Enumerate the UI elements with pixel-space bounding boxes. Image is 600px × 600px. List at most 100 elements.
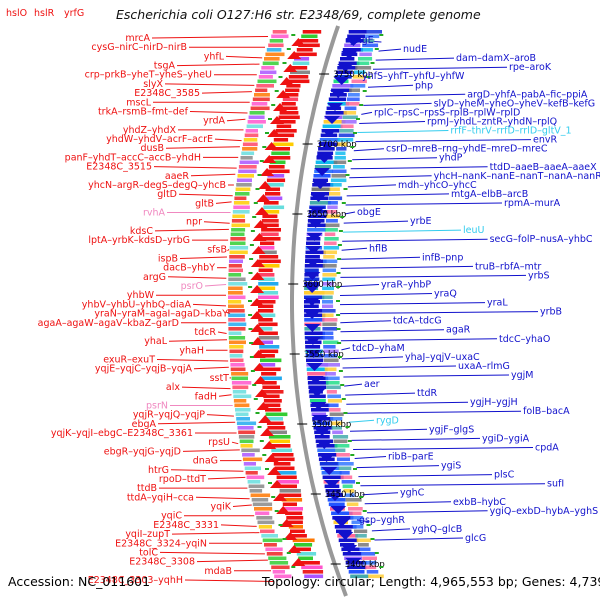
right-feature-block [347,34,366,39]
left-feature-block [265,187,280,192]
left-feature-block [258,264,280,268]
left-feature-block [229,345,244,349]
right-feature-block [322,313,334,318]
right-gene-label: slyD–yheM–yheO–yheV–kefB–kefG [434,98,595,109]
right-feature-block [348,570,365,574]
left-gene-arrow [276,90,291,98]
right-gene-label: ygiQ–exbD–hybA–yghS [490,506,599,517]
right-feature-block [339,471,350,475]
left-feature-block [236,178,252,183]
right-leader-line [348,419,375,423]
right-gene-arrow [316,441,333,449]
left-feature-block [266,48,282,52]
right-feature-block [362,43,379,48]
left-gene-label: ttdA–yqiH–cca [127,492,194,503]
left-feature-block [228,327,246,331]
right-feature-block [325,219,338,223]
right-leader-line [346,401,469,405]
right-feature-block [340,57,355,61]
right-gene-arrow [321,467,338,475]
left-gene-arrow [256,194,271,202]
left-leader-line [170,469,244,472]
right-feature-block [331,426,342,430]
right-gene-label: rpe–aroK [509,62,552,73]
right-gene-label: php [415,80,433,91]
left-feature-block [264,543,277,547]
right-gene-label: leuU [463,225,485,236]
left-leader-line [232,504,252,507]
right-feature-block [311,408,329,412]
left-feature-block [285,511,303,516]
right-feature-block [334,444,350,448]
left-feature-block [264,403,281,408]
right-leader-line [346,193,450,197]
left-gene-label: dusB [140,143,164,154]
right-gene-label: yghQ–glcB [412,524,462,535]
left-feature-block [266,421,284,426]
left-feature-block [299,39,319,43]
right-gene-label: ygjM [511,370,534,381]
left-feature-block [231,376,248,381]
left-feature-block [278,484,297,489]
left-feature-block [287,520,303,525]
left-feature-block [238,435,255,439]
left-feature-block [228,313,246,318]
minor-tick [343,188,348,190]
minor-tick [253,398,258,400]
minor-tick [249,356,254,358]
left-feature-block [258,327,273,331]
left-leader-line [164,83,255,86]
right-feature-block [329,187,340,192]
minor-tick [337,258,342,260]
right-feature-block [346,502,359,507]
left-feature-block [268,165,285,169]
right-gene-label: ttdR [417,388,437,399]
right-feature-block [313,426,333,430]
right-feature-block [323,259,338,264]
minor-tick [379,34,384,36]
left-gene-label: ebgA [132,419,157,430]
left-feature-block [268,169,290,174]
footer: Accession: NC_011601 Topology: circular;… [8,574,600,589]
left-gene-label: E2348C_3324–yqiN [115,538,207,549]
right-gene-arrow [345,38,362,46]
right-feature-block [329,412,344,417]
right-feature-block [317,151,334,156]
left-feature-block [265,408,282,412]
right-gene-label: tdcA–tdcG [393,316,442,327]
left-feature-block [229,354,243,358]
left-feature-block [259,250,277,255]
right-feature-block [305,250,326,255]
right-feature-block [326,385,341,390]
minor-tick [353,468,357,470]
right-feature-block [332,516,354,520]
minor-tick [282,538,287,540]
right-leader-line [349,175,432,179]
right-feature-block [323,340,339,345]
left-feature-block [245,129,258,133]
right-gene-label: plsC [494,470,515,481]
left-feature-block [259,345,280,349]
left-feature-block [245,471,258,475]
left-feature-block [272,453,294,457]
left-leader-line [204,284,227,287]
left-feature-block [229,349,244,354]
right-gene-arrow [305,350,322,358]
left-gene-label: yhcN–argR–degS–degQ–yhcB [88,180,226,191]
right-feature-block [342,48,363,52]
minor-tick [341,202,346,204]
left-gene-label: sfsB [207,244,227,255]
right-gene-label: ygjH–ygjH [470,397,518,408]
left-leader-line [159,551,265,555]
left-gene-label: E2348C_3303–yqhH [88,575,183,586]
left-feature-block [258,300,276,304]
right-leader-line [359,121,426,124]
right-gene-label: yraL [487,298,508,309]
right-feature-block [352,75,366,79]
left-gene-arrow [251,350,266,358]
right-feature-block [323,255,335,259]
minor-tick [278,76,283,78]
right-gene-arrow [324,480,340,488]
left-gene-label: yhbV–yhbU–yhbQ–diaA [82,299,192,310]
left-gene-label: E2348C_3308 [129,557,195,568]
